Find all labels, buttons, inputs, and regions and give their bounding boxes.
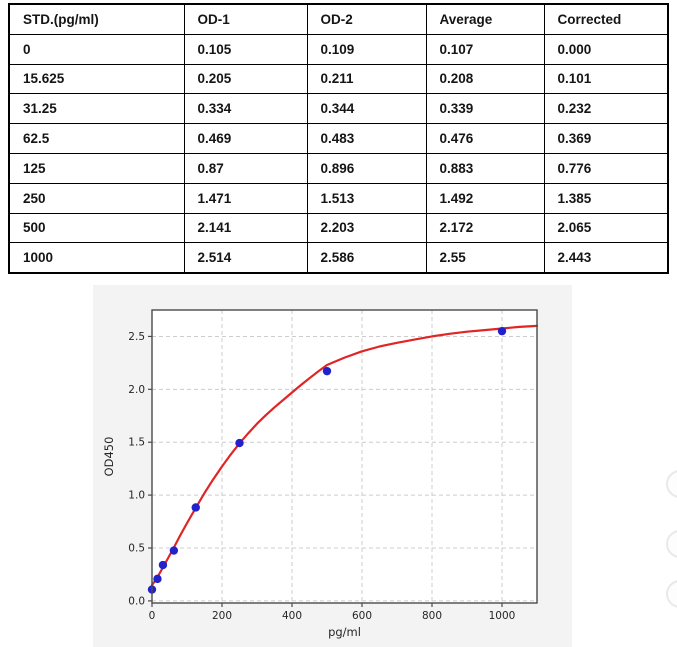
table-cell: 2.203 [306, 212, 427, 244]
table-cell: 1.513 [306, 182, 427, 214]
data-point [322, 366, 332, 376]
table-cell: 125 [8, 152, 185, 184]
standards-table: STD.(pg/ml) OD-1 OD-2 Average Corrected 0 0.1… [8, 3, 669, 275]
column-header: Corrected [543, 3, 669, 35]
table-cell: 2.514 [183, 242, 308, 274]
table-cell: 2.172 [425, 212, 545, 244]
table-cell: 0.369 [543, 123, 669, 154]
table-cell: 1.492 [425, 182, 545, 214]
table-row: 125 0.87 0.896 0.883 0.776 [8, 152, 669, 184]
table-cell: 0.469 [183, 123, 308, 154]
y-tick-label: 0.0 [128, 595, 145, 607]
table-row: 500 2.141 2.203 2.172 2.065 [8, 212, 669, 244]
plot-border [151, 309, 538, 604]
table-cell: 0.87 [183, 152, 308, 184]
edge-circle [666, 530, 677, 558]
table-cell: 2.55 [425, 242, 545, 274]
table-row: 15.625 0.205 0.211 0.208 0.101 [8, 63, 669, 95]
x-tick-label: 600 [352, 610, 372, 622]
data-point [235, 438, 244, 448]
column-header: Average [425, 3, 545, 35]
y-axis-label: OD450 [102, 437, 116, 477]
table-cell: 0.107 [425, 33, 545, 65]
data-point [158, 560, 168, 570]
table-cell: 0.896 [306, 152, 427, 184]
table-cell: 1000 [8, 242, 185, 274]
plot-area [152, 310, 537, 603]
table-cell: 2.586 [306, 242, 427, 274]
y-tick-label: 2.5 [128, 331, 145, 343]
table-cell: 0.205 [183, 63, 308, 95]
data-point [497, 326, 507, 336]
table-cell: 500 [8, 212, 185, 244]
table-cell: 0.101 [543, 63, 669, 95]
table-header-row: STD.(pg/ml) OD-1 OD-2 Average Corrected [8, 3, 669, 35]
table-cell: 0 [8, 33, 185, 65]
y-tick-label: 1.0 [128, 490, 145, 502]
table-cell: 2.065 [543, 212, 669, 244]
table-cell: 0.483 [306, 123, 427, 154]
edge-circle [666, 470, 677, 498]
x-tick-label: 800 [422, 610, 442, 622]
table-row: 0 0.105 0.109 0.107 0.000 [8, 33, 669, 65]
table-cell: 62.5 [8, 123, 185, 154]
table-cell: 1.471 [183, 182, 308, 214]
standard-curve-chart: 0 200 400 600 800 1000 0.0 0.5 1.0 1.5 2.0 2.5 pg/ml… [102, 309, 539, 639]
data-point [169, 546, 179, 555]
x-axis-label: pg/ml [328, 625, 361, 639]
table-cell: 0.232 [543, 93, 669, 125]
table-cell: 0.776 [543, 152, 669, 184]
table-cell: 2.443 [543, 242, 669, 274]
column-header: OD-2 [306, 3, 427, 35]
table-cell: 0.344 [306, 93, 427, 125]
table-row: 250 1.471 1.513 1.492 1.385 [8, 182, 669, 214]
x-tick-label: 200 [212, 610, 232, 622]
standard-curve-figure: 0 200 400 600 800 1000 0.0 0.5 1.0 1.5 2.0 2.5 pg/ml… [93, 285, 572, 647]
y-tick-label: 0.5 [128, 542, 145, 554]
edge-circle [666, 580, 677, 608]
table-cell: 0.208 [425, 63, 545, 95]
table-row: 31.25 0.334 0.344 0.339 0.232 [8, 93, 669, 125]
table-cell: 0.000 [543, 33, 669, 65]
table-cell: 0.105 [183, 33, 308, 65]
x-tick-label: 400 [282, 610, 302, 622]
data-point [153, 574, 162, 584]
table-cell: 0.334 [183, 93, 308, 125]
table-cell: 2.141 [183, 212, 308, 244]
table-cell: 0.883 [425, 152, 545, 184]
table-cell: 0.476 [425, 123, 545, 154]
data-point [191, 503, 200, 512]
table-cell: 250 [8, 182, 185, 214]
fit-curve-line [150, 324, 539, 587]
table-cell: 31.25 [8, 93, 185, 125]
y-tick-label: 1.5 [128, 437, 145, 449]
table-cell: 0.211 [306, 63, 427, 95]
x-tick-label: 0 [149, 610, 156, 622]
table-row: 1000 2.514 2.586 2.55 2.443 [8, 242, 669, 274]
column-header: OD-1 [183, 3, 308, 35]
table-cell: 15.625 [8, 63, 185, 95]
y-tick-label: 2.0 [128, 384, 145, 396]
table-cell: 0.109 [306, 33, 427, 65]
table-cell: 1.385 [543, 182, 669, 214]
column-header: STD.(pg/ml) [8, 3, 185, 35]
table-cell: 0.339 [425, 93, 545, 125]
table-row: 62.5 0.469 0.483 0.476 0.369 [8, 123, 669, 154]
x-tick-label: 1000 [489, 610, 516, 622]
